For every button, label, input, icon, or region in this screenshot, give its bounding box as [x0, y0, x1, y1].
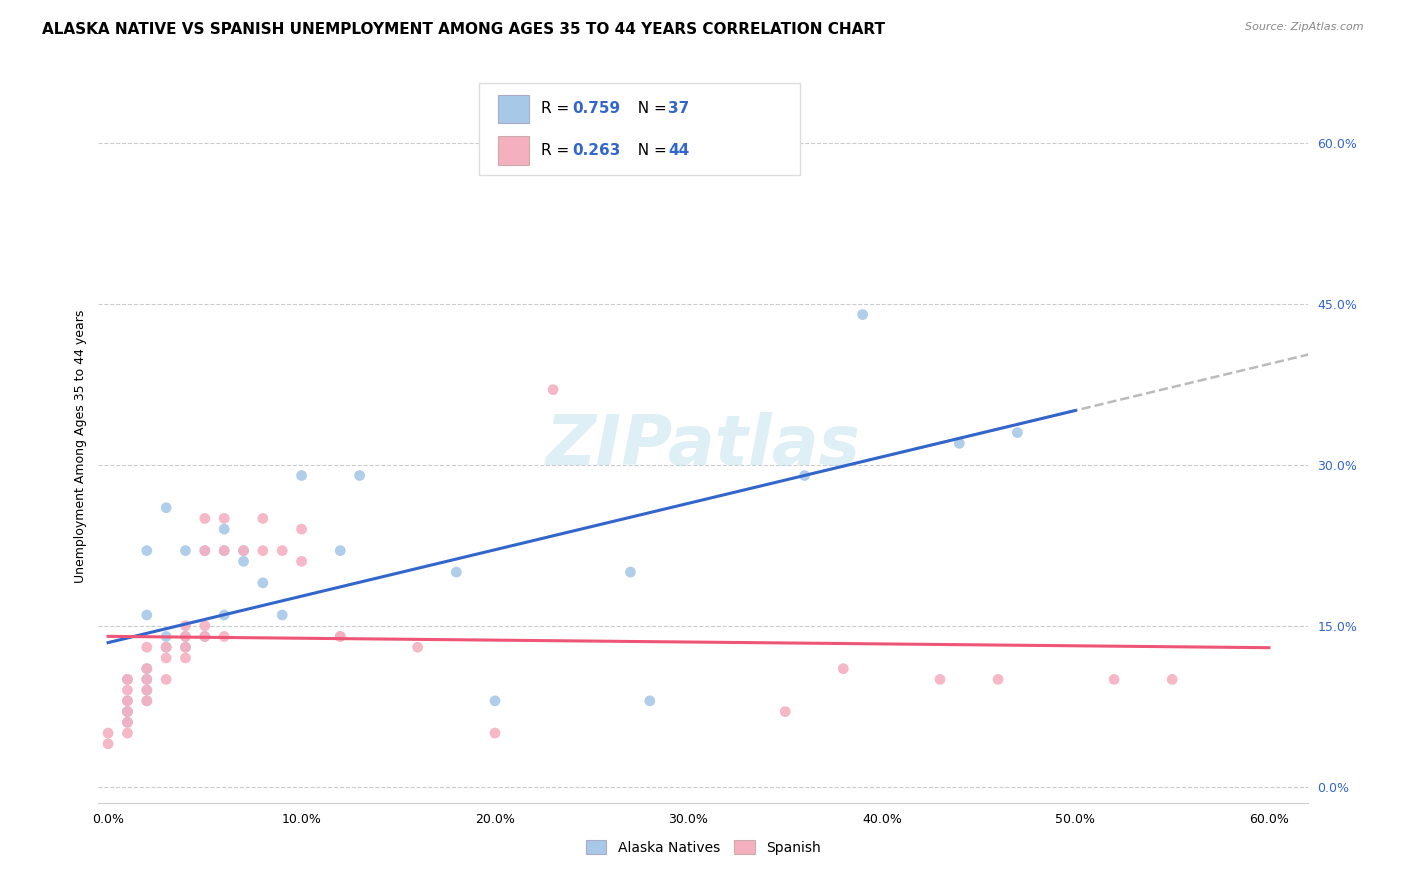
Point — [793, 468, 815, 483]
Point — [329, 543, 352, 558]
Point — [484, 694, 506, 708]
Point — [135, 673, 157, 687]
Point — [97, 726, 120, 740]
Point — [155, 630, 177, 644]
Point — [1007, 425, 1029, 440]
Point — [135, 694, 157, 708]
Point — [174, 640, 197, 655]
Point — [212, 543, 235, 558]
Text: 37: 37 — [668, 102, 689, 116]
Point — [194, 619, 217, 633]
Point — [117, 726, 139, 740]
Point — [232, 543, 254, 558]
Point — [212, 543, 235, 558]
Text: 0.263: 0.263 — [572, 144, 620, 158]
Point — [135, 662, 157, 676]
Point — [271, 543, 294, 558]
Point — [135, 683, 157, 698]
Point — [155, 673, 177, 687]
Point — [117, 705, 139, 719]
Point — [174, 651, 197, 665]
Point — [252, 575, 274, 590]
Point — [117, 715, 139, 730]
Point — [619, 565, 641, 579]
Point — [117, 705, 139, 719]
Point — [194, 543, 217, 558]
Point — [117, 715, 139, 730]
Point — [329, 630, 352, 644]
Point — [406, 640, 429, 655]
Point — [135, 683, 157, 698]
Text: ZIPatlas: ZIPatlas — [546, 412, 860, 480]
Point — [484, 726, 506, 740]
Text: Source: ZipAtlas.com: Source: ZipAtlas.com — [1246, 22, 1364, 32]
Point — [232, 543, 254, 558]
Point — [541, 383, 564, 397]
Point — [232, 554, 254, 568]
Point — [773, 705, 796, 719]
Point — [1161, 673, 1184, 687]
Point — [174, 640, 197, 655]
Point — [117, 673, 139, 687]
Point — [135, 673, 157, 687]
Point — [638, 694, 661, 708]
Y-axis label: Unemployment Among Ages 35 to 44 years: Unemployment Among Ages 35 to 44 years — [75, 310, 87, 582]
Point — [174, 543, 197, 558]
Point — [117, 673, 139, 687]
Point — [117, 694, 139, 708]
Point — [117, 694, 139, 708]
Point — [290, 554, 312, 568]
Point — [212, 630, 235, 644]
Point — [948, 436, 970, 450]
Point — [252, 511, 274, 525]
Point — [135, 640, 157, 655]
Text: R =: R = — [541, 102, 575, 116]
Point — [252, 543, 274, 558]
Point — [194, 511, 217, 525]
Point — [155, 500, 177, 515]
Point — [987, 673, 1010, 687]
Text: 44: 44 — [668, 144, 689, 158]
Point — [135, 694, 157, 708]
Point — [194, 543, 217, 558]
Point — [117, 705, 139, 719]
Point — [290, 522, 312, 536]
Point — [117, 683, 139, 698]
Point — [97, 737, 120, 751]
Legend: Alaska Natives, Spanish: Alaska Natives, Spanish — [581, 834, 825, 860]
Point — [194, 630, 217, 644]
Point — [174, 630, 197, 644]
Point — [135, 543, 157, 558]
Point — [135, 607, 157, 622]
Text: R =: R = — [541, 144, 575, 158]
Text: 0.759: 0.759 — [572, 102, 620, 116]
Point — [349, 468, 371, 483]
Point — [155, 640, 177, 655]
Point — [852, 308, 875, 322]
Point — [155, 640, 177, 655]
Text: N =: N = — [628, 144, 672, 158]
Point — [174, 619, 197, 633]
Point — [212, 522, 235, 536]
Point — [271, 607, 294, 622]
Point — [290, 468, 312, 483]
Point — [329, 630, 352, 644]
Point — [174, 630, 197, 644]
Point — [194, 630, 217, 644]
Point — [446, 565, 468, 579]
Text: ALASKA NATIVE VS SPANISH UNEMPLOYMENT AMONG AGES 35 TO 44 YEARS CORRELATION CHAR: ALASKA NATIVE VS SPANISH UNEMPLOYMENT AM… — [42, 22, 886, 37]
Point — [832, 662, 855, 676]
Point — [155, 651, 177, 665]
Point — [135, 662, 157, 676]
Point — [929, 673, 952, 687]
Point — [1102, 673, 1125, 687]
Point — [212, 607, 235, 622]
Point — [212, 511, 235, 525]
Text: N =: N = — [628, 102, 672, 116]
